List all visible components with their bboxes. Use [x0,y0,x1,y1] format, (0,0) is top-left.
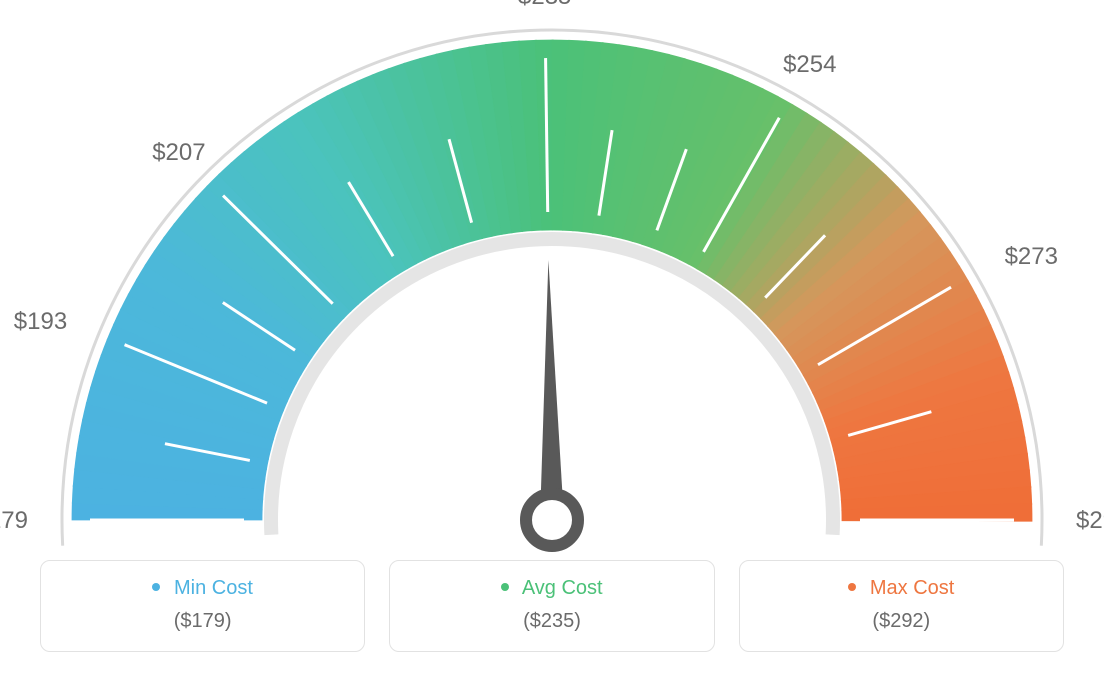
dot-icon-max [848,583,856,591]
gauge-tick-label: $273 [1005,243,1058,270]
gauge-tick-label: $235 [518,0,571,10]
legend-card-avg: Avg Cost ($235) [389,560,714,652]
legend-title-max-text: Max Cost [870,577,954,599]
legend-title-avg-text: Avg Cost [522,577,603,599]
gauge-tick-label: $207 [152,139,205,166]
gauge-needle-hub [526,494,578,546]
gauge-needle [540,260,564,520]
legend-value-min: ($179) [51,610,354,633]
cost-gauge: $179 $193 $207 $235 $254 $273 $292 [0,0,1104,560]
gauge-tick-label: $179 [0,507,28,534]
dot-icon-min [152,583,160,591]
gauge-tick-label: $193 [14,308,67,335]
legend-value-avg: ($235) [400,610,703,633]
legend-value-max: ($292) [750,610,1053,633]
gauge-svg: $179 $193 $207 $235 $254 $273 $292 [0,0,1104,560]
legend-title-max: Max Cost [750,577,1053,600]
legend-card-min: Min Cost ($179) [40,560,365,652]
legend-title-min-text: Min Cost [174,577,253,599]
gauge-tick-label: $254 [783,51,836,78]
legend-title-min: Min Cost [51,577,354,600]
legend-card-max: Max Cost ($292) [739,560,1064,652]
legend-row: Min Cost ($179) Avg Cost ($235) Max Cost… [0,560,1104,652]
gauge-tick-label: $292 [1076,507,1104,534]
legend-title-avg: Avg Cost [400,577,703,600]
dot-icon-avg [501,583,509,591]
